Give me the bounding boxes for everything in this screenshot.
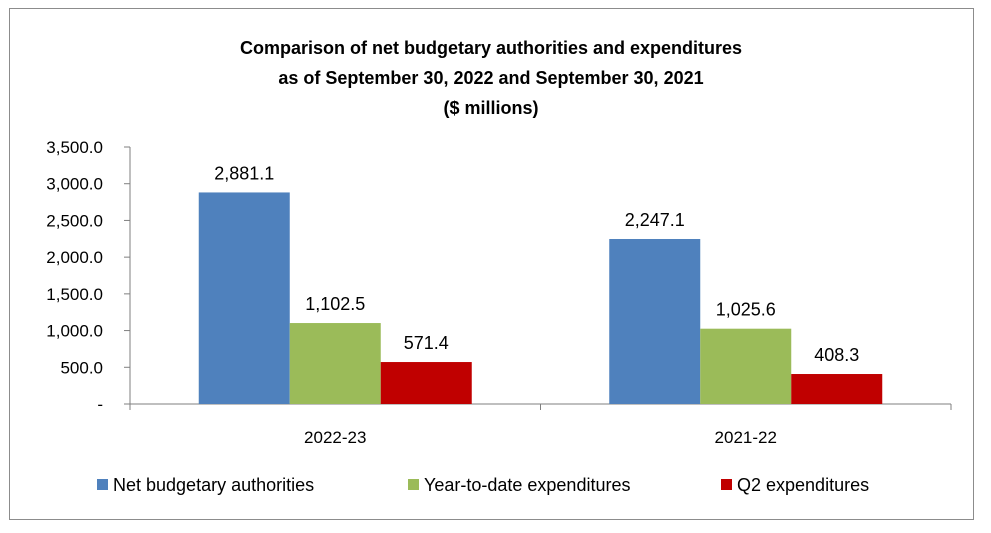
- legend-swatch: [721, 479, 732, 490]
- y-tick-label: 2,500.0: [46, 211, 103, 230]
- data-label: 571.4: [404, 333, 449, 353]
- chart-bars: [198, 192, 883, 404]
- chart-title-line-1: Comparison of net budgetary authorities …: [240, 38, 742, 58]
- chart-legend: Net budgetary authorities Year-to-date ex…: [97, 475, 869, 495]
- y-tick-label: 3,000.0: [46, 175, 103, 194]
- y-tick-label: 1,000.0: [46, 322, 103, 341]
- legend-swatch: [97, 479, 108, 490]
- legend-label: Net budgetary authorities: [113, 475, 314, 495]
- y-tick-label: -: [97, 395, 103, 414]
- legend-swatch: [408, 479, 419, 490]
- y-tick-label: 1,500.0: [46, 285, 103, 304]
- data-label: 2,247.1: [625, 210, 685, 230]
- bar: [198, 192, 290, 404]
- chart-axes: - 500.0 1,000.0 1,500.0 2,000.0 2,500.0 3,000.…: [46, 138, 952, 447]
- bar: [380, 362, 472, 404]
- chart-title-line-3: ($ millions): [443, 98, 538, 118]
- data-label: 1,025.6: [716, 300, 776, 320]
- y-tick-label: 3,500.0: [46, 138, 103, 157]
- bar-chart: Comparison of net budgetary authorities …: [46, 38, 952, 495]
- bar: [289, 323, 381, 404]
- x-tick-label: 2021-22: [715, 428, 777, 447]
- bar: [609, 238, 701, 404]
- chart-frame: Comparison of net budgetary authorities …: [9, 8, 974, 520]
- legend-label: Q2 expenditures: [737, 475, 869, 495]
- data-label: 408.3: [814, 345, 859, 365]
- chart-title-line-2: as of September 30, 2022 and September 3…: [278, 68, 703, 88]
- bar: [700, 328, 792, 404]
- x-tick-label: 2022-23: [304, 428, 366, 447]
- y-tick-label: 500.0: [60, 358, 103, 377]
- data-label: 2,881.1: [214, 163, 274, 183]
- legend-label: Year-to-date expenditures: [424, 475, 630, 495]
- chart-title: Comparison of net budgetary authorities …: [240, 38, 742, 118]
- y-tick-label: 2,000.0: [46, 248, 103, 267]
- bar: [791, 374, 883, 404]
- chart-data-labels: 2,881.1 1,102.5 571.4 2,247.1 1,025.6 408.3: [214, 163, 859, 365]
- data-label: 1,102.5: [305, 294, 365, 314]
